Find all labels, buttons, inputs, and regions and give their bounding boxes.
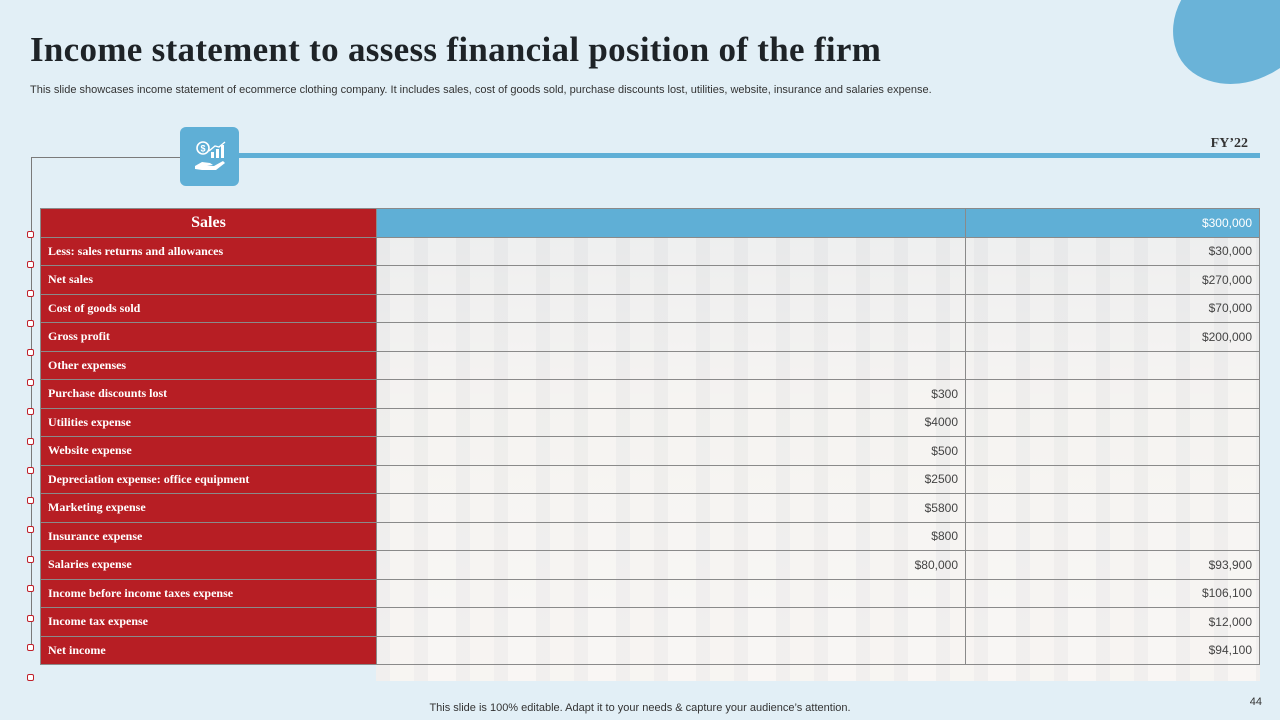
row-label: Income before income taxes expense bbox=[40, 578, 377, 608]
row-fy22-value bbox=[965, 407, 1260, 437]
timeline-marker bbox=[27, 555, 34, 563]
row-fy22-value: $300,000 bbox=[965, 208, 1260, 238]
row-subtotal-value bbox=[376, 236, 966, 266]
timeline-marker bbox=[27, 349, 34, 356]
row-fy22-value bbox=[965, 436, 1260, 466]
page-title: Income statement to assess financial pos… bbox=[30, 30, 882, 69]
table-row: Gross profit $200,000 bbox=[40, 322, 1260, 352]
table-row: Income before income taxes expense $106,1… bbox=[40, 578, 1260, 608]
row-fy22-value bbox=[965, 379, 1260, 409]
timeline-marker bbox=[27, 290, 34, 297]
row-fy22-value: $270,000 bbox=[965, 265, 1260, 295]
row-fy22-value: $12,000 bbox=[965, 607, 1260, 637]
page-number: 44 bbox=[1249, 696, 1262, 708]
timeline-marker bbox=[27, 673, 34, 681]
table-row: Income tax expense $12,000 bbox=[40, 607, 1260, 637]
table-row: Depreciation expense: office equipment $2… bbox=[40, 464, 1260, 494]
timeline-marker bbox=[27, 378, 34, 386]
row-label: Sales bbox=[40, 208, 377, 238]
row-label: Marketing expense bbox=[40, 493, 377, 523]
decorative-blob bbox=[1154, 0, 1280, 103]
table-row: Website expense $500 bbox=[40, 436, 1260, 466]
row-label: Cost of goods sold bbox=[40, 293, 377, 323]
row-subtotal-value: $2500 bbox=[376, 464, 966, 494]
row-subtotal-value: $4000 bbox=[376, 407, 966, 437]
header-rule bbox=[238, 153, 1260, 158]
row-label: Utilities expense bbox=[40, 407, 377, 437]
table-row: Utilities expense $4000 bbox=[40, 407, 1260, 437]
row-label: Purchase discounts lost bbox=[40, 379, 377, 409]
timeline-marker bbox=[27, 614, 34, 622]
row-subtotal-value: $500 bbox=[376, 436, 966, 466]
income-statement-table: Sales $300,000 Less: sales returns and all… bbox=[40, 208, 1260, 665]
row-fy22-value: $106,100 bbox=[965, 578, 1260, 608]
table-row: Other expenses bbox=[40, 350, 1260, 380]
timeline-marker bbox=[27, 585, 34, 592]
table-row: Cost of goods sold $70,000 bbox=[40, 293, 1260, 323]
connector-line bbox=[31, 157, 181, 158]
row-fy22-value: $93,900 bbox=[965, 550, 1260, 580]
table-row: Net income $94,100 bbox=[40, 635, 1260, 665]
row-subtotal-value: $5800 bbox=[376, 493, 966, 523]
row-fy22-value: $70,000 bbox=[965, 293, 1260, 323]
row-label: Less: sales returns and allowances bbox=[40, 236, 377, 266]
row-subtotal-value bbox=[376, 322, 966, 352]
row-subtotal-value bbox=[376, 607, 966, 637]
row-subtotal-value bbox=[376, 350, 966, 380]
row-label: Gross profit bbox=[40, 322, 377, 352]
row-label: Website expense bbox=[40, 436, 377, 466]
row-label: Net income bbox=[40, 635, 377, 665]
row-label: Income tax expense bbox=[40, 607, 377, 637]
row-label: Other expenses bbox=[40, 350, 377, 380]
row-label: Net sales bbox=[40, 265, 377, 295]
row-fy22-value bbox=[965, 521, 1260, 551]
row-subtotal-value: $80,000 bbox=[376, 550, 966, 580]
row-fy22-value: $200,000 bbox=[965, 322, 1260, 352]
svg-text:$: $ bbox=[200, 143, 205, 153]
money-growth-icon: $ bbox=[180, 127, 239, 186]
hand-coin-chart-icon: $ bbox=[194, 140, 225, 170]
timeline-marker bbox=[27, 231, 34, 238]
row-fy22-value bbox=[965, 493, 1260, 523]
timeline-marker bbox=[27, 467, 34, 474]
row-subtotal-value bbox=[376, 293, 966, 323]
table-row: Net sales $270,000 bbox=[40, 265, 1260, 295]
timeline-marker bbox=[27, 319, 34, 327]
row-fy22-value bbox=[965, 464, 1260, 494]
row-subtotal-value: $300 bbox=[376, 379, 966, 409]
timeline-marker bbox=[27, 526, 34, 533]
timeline-marker bbox=[27, 408, 34, 415]
timeline-line bbox=[31, 157, 32, 649]
row-label: Depreciation expense: office equipment bbox=[40, 464, 377, 494]
table-row: Less: sales returns and allowances $30,00… bbox=[40, 236, 1260, 266]
table-row: Insurance expense $800 bbox=[40, 521, 1260, 551]
column-header-fy22: FY’22 bbox=[1210, 136, 1248, 151]
row-label: Salaries expense bbox=[40, 550, 377, 580]
footer-note: This slide is 100% editable. Adapt it to… bbox=[429, 702, 851, 714]
row-fy22-value bbox=[965, 350, 1260, 380]
table-header-row: Sales $300,000 bbox=[40, 208, 1260, 238]
table-row: Marketing expense $5800 bbox=[40, 493, 1260, 523]
timeline-marker bbox=[27, 496, 34, 504]
table-row: Salaries expense $80,000 $93,900 bbox=[40, 550, 1260, 580]
page-subtitle: This slide showcases income statement of… bbox=[30, 84, 932, 96]
timeline-marker bbox=[27, 437, 34, 445]
timeline-marker bbox=[27, 260, 34, 268]
row-subtotal-value bbox=[376, 208, 966, 238]
row-subtotal-value: $800 bbox=[376, 521, 966, 551]
row-label: Insurance expense bbox=[40, 521, 377, 551]
row-subtotal-value bbox=[376, 578, 966, 608]
timeline-marker bbox=[27, 644, 34, 651]
table-row: Purchase discounts lost $300 bbox=[40, 379, 1260, 409]
row-subtotal-value bbox=[376, 265, 966, 295]
row-fy22-value: $30,000 bbox=[965, 236, 1260, 266]
row-subtotal-value bbox=[376, 635, 966, 665]
row-fy22-value: $94,100 bbox=[965, 635, 1260, 665]
